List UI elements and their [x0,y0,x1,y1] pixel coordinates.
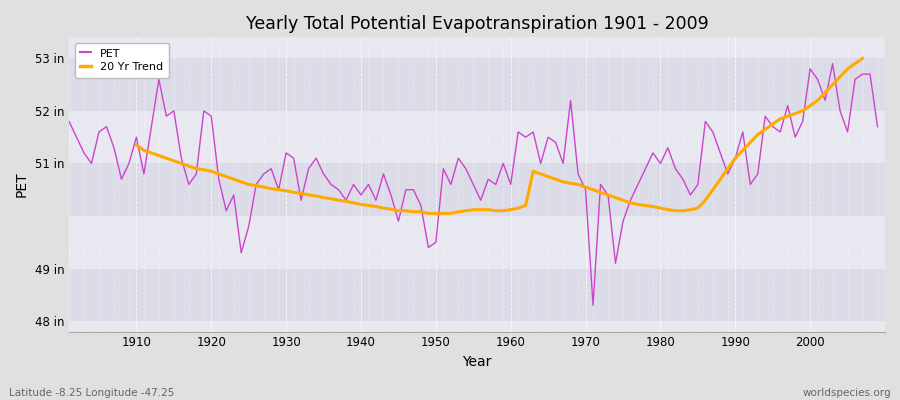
PET [603,192,614,197]
20 Yr Trend [482,207,493,212]
20 Yr Trend [423,211,434,216]
20 Yr Trend [857,56,868,61]
20 Yr Trend [692,206,703,210]
20 Yr Trend [191,166,202,171]
PET [333,187,344,192]
X-axis label: Year: Year [463,355,491,369]
PET [588,303,598,308]
Y-axis label: PET: PET [15,172,29,197]
Bar [69,58,885,111]
PET [288,156,299,160]
Legend: PET, 20 Yr Trend: PET, 20 Yr Trend [75,43,169,78]
PET [123,161,134,166]
PET [498,161,508,166]
20 Yr Trend [131,143,142,148]
PET [872,124,883,129]
20 Yr Trend [176,161,186,166]
Text: worldspecies.org: worldspecies.org [803,388,891,398]
Bar [69,216,885,268]
Bar [69,111,885,164]
Text: Latitude -8.25 Longitude -47.25: Latitude -8.25 Longitude -47.25 [9,388,175,398]
Bar [69,6,885,58]
Bar [69,268,885,321]
PET [827,61,838,66]
Title: Yearly Total Potential Evapotranspiration 1901 - 2009: Yearly Total Potential Evapotranspiratio… [246,15,708,33]
20 Yr Trend [543,174,553,179]
PET [64,119,75,124]
20 Yr Trend [595,190,606,195]
Line: PET: PET [69,64,878,305]
Bar [69,164,885,216]
PET [505,182,516,187]
Line: 20 Yr Trend: 20 Yr Trend [137,58,862,213]
